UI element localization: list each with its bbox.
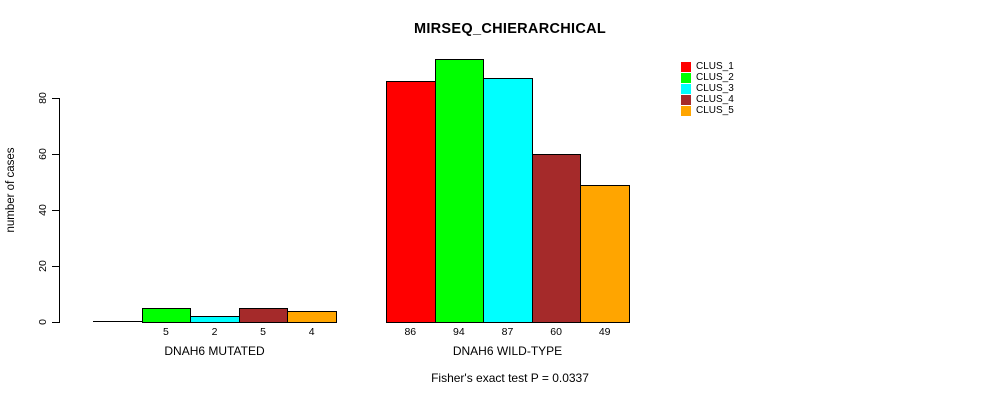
legend-label: CLUS_4 [696,94,734,106]
footnote-text: Fisher's exact test P = 0.0337 [431,371,589,385]
legend-item-CLUS_1: CLUS_1 [681,61,734,72]
bar-CLUS_5 [287,311,337,323]
legend: CLUS_1 CLUS_2 CLUS_3 CLUS_4 CLUS_5 [681,61,734,117]
bar-CLUS_5 [580,185,630,323]
y-axis-tick-label: 0 [37,319,49,325]
legend-label: CLUS_3 [696,82,734,94]
bar-CLUS_1 [386,81,436,323]
legend-label: CLUS_2 [696,71,734,83]
legend-item-CLUS_5: CLUS_5 [681,106,734,117]
y-axis-tick [52,98,59,99]
y-axis-line [59,98,60,323]
legend-swatch-CLUS_5 [681,106,691,117]
y-axis-tick [52,266,59,267]
y-axis-tick-label: 40 [37,204,49,216]
y-axis-label: number of cases [5,147,17,233]
bar-value-label: 60 [550,326,562,338]
category-label: DNAH6 MUTATED [164,344,265,358]
y-axis-tick [52,322,59,323]
bar-CLUS_4 [531,154,582,323]
bar-value-label: 4 [308,326,315,338]
y-axis-tick-label: 80 [37,92,49,104]
bar-value-label: 5 [260,326,267,338]
legend-swatch-CLUS_1 [681,61,691,72]
bar-CLUS_3 [483,78,533,323]
legend-swatch-CLUS_2 [681,72,691,83]
legend-label: CLUS_5 [696,105,734,117]
bar-value-label: 94 [453,326,465,338]
chart-title: MIRSEQ_CHIERARCHICAL [413,21,607,37]
bar-CLUS_3 [190,316,240,323]
y-axis-tick [52,154,59,155]
y-axis-tick-label: 20 [37,260,49,272]
bar-value-label: 5 [162,326,169,338]
bar-CLUS_1-zero [93,321,143,322]
bar-CLUS_4 [238,308,289,323]
bar-value-label: 2 [211,326,218,338]
bar-value-label: 86 [404,326,417,338]
legend-item-CLUS_4: CLUS_4 [681,95,734,106]
legend-swatch-CLUS_3 [681,83,691,94]
legend-item-CLUS_2: CLUS_2 [681,72,734,83]
bar-value-label: 49 [598,326,611,338]
y-axis-tick [52,210,59,211]
bar-CLUS_2 [141,308,192,323]
category-label: DNAH6 WILD-TYPE [452,344,563,358]
legend-item-CLUS_3: CLUS_3 [681,83,734,94]
bar-CLUS_2 [434,59,485,323]
bar-value-label: 87 [501,326,514,338]
legend-label: CLUS_1 [696,60,734,72]
y-axis-tick-label: 60 [37,148,49,160]
legend-swatch-CLUS_4 [681,95,691,106]
